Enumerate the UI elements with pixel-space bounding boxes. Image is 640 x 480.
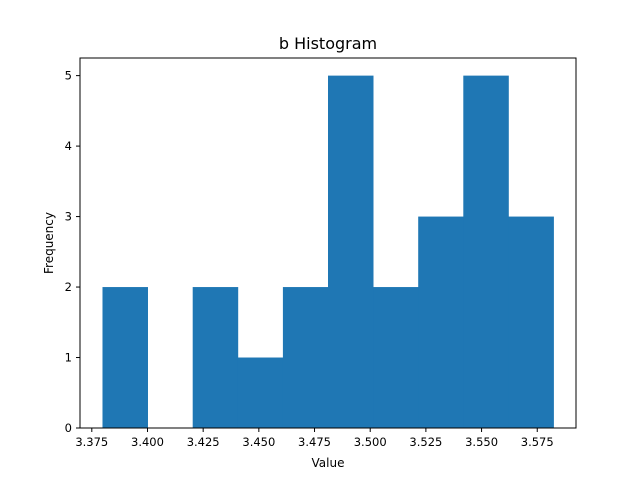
histogram-bar (237, 357, 284, 428)
x-tick-label: 3.500 (354, 435, 387, 449)
x-tick-label: 3.475 (298, 435, 331, 449)
histogram-bar (418, 216, 464, 428)
plot-frame (79, 57, 577, 429)
bars-group (102, 75, 554, 429)
y-tick-label: 4 (65, 139, 72, 153)
chart-title: b Histogram (279, 34, 377, 53)
x-tick-label: 3.525 (409, 435, 442, 449)
x-axis-ticks: 3.375 3.400 3.425 3.450 3.475 3.500 3.525 3.550… (75, 428, 554, 449)
x-axis-label: Value (312, 456, 345, 470)
histogram-bar (192, 287, 239, 428)
y-tick-label: 0 (65, 421, 72, 435)
y-tick-label: 3 (65, 210, 72, 224)
y-axis-label: Frequency (42, 212, 56, 274)
histogram-bar (463, 75, 509, 429)
histogram-bar (328, 75, 374, 429)
y-axis-ticks: 0 1 2 3 4 5 (65, 69, 80, 435)
histogram-bar (508, 216, 554, 428)
histogram-bar (102, 287, 148, 428)
x-tick-label: 3.450 (242, 435, 275, 449)
x-tick-label: 3.550 (465, 435, 498, 449)
x-tick-label: 3.375 (75, 435, 108, 449)
histogram-bar (373, 287, 419, 428)
histogram-bar (282, 287, 329, 428)
y-tick-label: 5 (65, 69, 72, 83)
x-tick-label: 3.575 (521, 435, 554, 449)
x-tick-label: 3.425 (187, 435, 220, 449)
x-tick-label: 3.400 (131, 435, 164, 449)
y-tick-label: 2 (65, 280, 72, 294)
y-tick-label: 1 (65, 351, 72, 365)
